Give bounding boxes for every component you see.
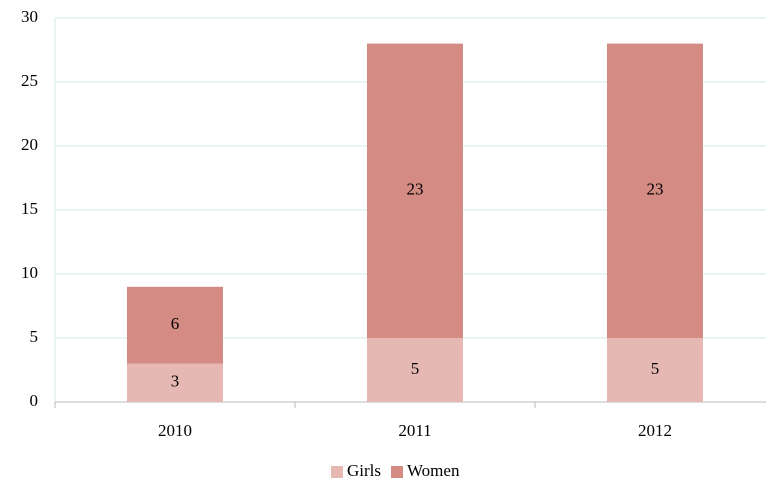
y-tick-label: 10 (21, 263, 38, 282)
data-label: 5 (411, 359, 420, 378)
y-tick-label: 15 (21, 199, 38, 218)
bar-segment (607, 338, 703, 402)
y-tick-label: 25 (21, 71, 38, 90)
bar-segment (367, 338, 463, 402)
x-tick-label: 2012 (638, 421, 672, 440)
legend-label: Women (407, 461, 460, 480)
legend-swatch (391, 466, 403, 478)
data-label: 23 (407, 180, 424, 199)
legend-label: Girls (347, 461, 381, 480)
y-tick-label: 20 (21, 135, 38, 154)
legend-swatch (331, 466, 343, 478)
data-label: 6 (171, 314, 180, 333)
data-label: 5 (651, 359, 660, 378)
bar-segment (367, 43, 463, 338)
y-tick-label: 5 (30, 327, 39, 346)
bar-segment (127, 363, 223, 402)
y-tick-label: 0 (30, 391, 39, 410)
data-label: 3 (171, 372, 180, 391)
x-tick-label: 2010 (158, 421, 192, 440)
x-tick-label: 2011 (398, 421, 431, 440)
data-label: 23 (647, 180, 664, 199)
bar-segment (127, 286, 223, 364)
y-tick-label: 30 (21, 7, 38, 26)
bar-segment (607, 43, 703, 338)
